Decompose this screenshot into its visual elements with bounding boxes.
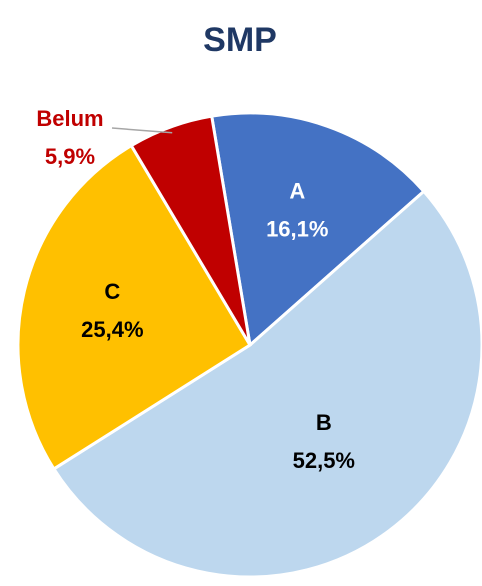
value-label: 16,1% [266, 216, 328, 241]
category-label: B [316, 410, 332, 435]
value-label: 25,4% [81, 317, 143, 342]
category-label: A [289, 178, 305, 203]
category-label: Belum [36, 106, 103, 131]
pie-slice [129, 114, 252, 346]
leader-line [111, 127, 173, 134]
pie-slice [51, 189, 482, 579]
category-label: C [104, 279, 120, 304]
pie-slice [16, 143, 253, 472]
chart-title: SMP [203, 21, 277, 59]
value-label: 52,5% [293, 448, 355, 473]
pie-slice [209, 111, 426, 348]
value-label: 5,9% [45, 144, 95, 169]
